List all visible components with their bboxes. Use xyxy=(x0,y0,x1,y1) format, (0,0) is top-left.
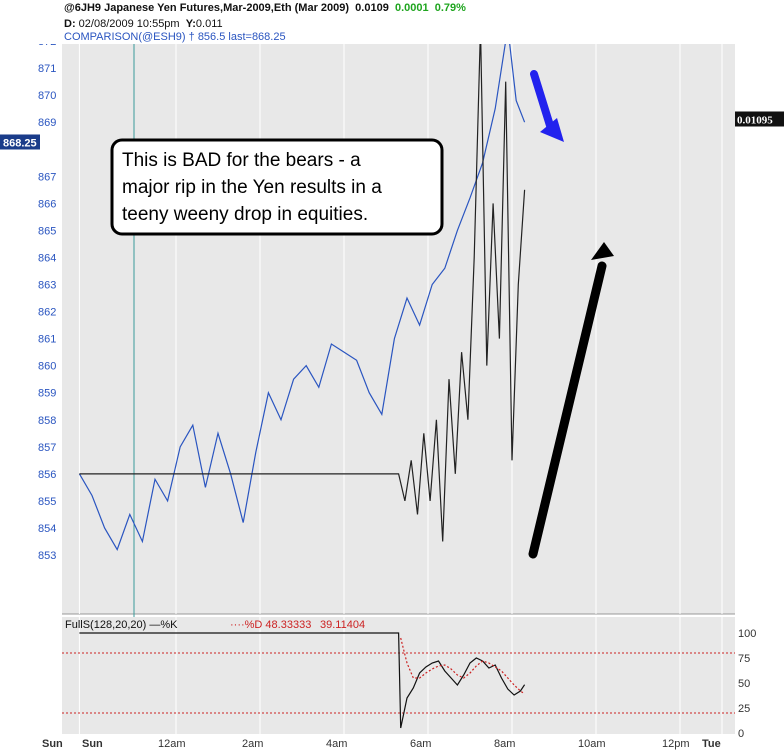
symbol-line: @6JH9 Japanese Yen Futures,Mar-2009,Eth … xyxy=(64,2,350,14)
date-line: 02/08/2009 10:55pm xyxy=(78,18,180,30)
y-tick-label: 872 xyxy=(38,44,56,48)
y-tick-label: 858 xyxy=(38,415,56,427)
x-tick-label: 12am xyxy=(158,738,186,750)
x-tick-label: 8am xyxy=(494,738,515,750)
right-price-tag-text: 0.01095 xyxy=(737,114,773,126)
left-price-tag xyxy=(0,134,40,150)
x-tick-label: Tue xyxy=(702,738,721,750)
callout-text-line: This is BAD for the bears - a xyxy=(122,150,361,171)
price-change: 0.0001 xyxy=(394,2,429,14)
blue-arrow-head xyxy=(540,118,564,142)
callout-text-line: teeny weeny drop in equities. xyxy=(122,204,368,225)
date-readout: D: 02/08/2009 10:55pm Y:0.011 xyxy=(64,18,223,30)
y-tick-label: 862 xyxy=(38,307,56,319)
chart-marks: 853 854 855 856 857 858 859 860 861 862 863 864 865 8… xyxy=(0,44,784,750)
blue-down-arrow xyxy=(530,70,556,136)
y-tick-label: 869 xyxy=(38,117,56,129)
x-tick-label: Sun xyxy=(42,738,63,750)
black-arrow-head xyxy=(591,242,614,260)
y-tick-label: 859 xyxy=(38,388,56,400)
y-tick-label: 865 xyxy=(38,225,56,237)
y-tick-label: 863 xyxy=(38,280,56,292)
sub-title: FullS(128,20,20) —%K xyxy=(65,619,178,631)
y-tick-label: 855 xyxy=(38,496,56,508)
chart-area[interactable]: 853 854 855 856 857 858 859 860 861 862 863 864 865 8… xyxy=(0,44,784,751)
sub-y-tick-label: 100 xyxy=(738,628,756,640)
sub-legend-d-value: 39.11404 xyxy=(320,619,365,631)
y-tick-label: 853 xyxy=(38,550,56,562)
y-tick-label: 854 xyxy=(38,523,56,535)
symbol-title: @6JH9 Japanese Yen Futures,Mar-2009,Eth … xyxy=(64,2,466,14)
x-tick-label: Sun xyxy=(82,738,103,750)
comparison-line: COMPARISON(@ESH9) † 856.5 last=868.25 xyxy=(64,31,286,43)
y-tick-label: 861 xyxy=(38,334,56,346)
y-tick-label: 857 xyxy=(38,442,56,454)
y-tick-label: 870 xyxy=(38,90,56,102)
last-price: 0.0109 xyxy=(355,2,389,14)
percent-d-line xyxy=(400,637,525,695)
date-prefix: D: xyxy=(64,18,76,30)
callout-text-line: major rip in the Yen results in a xyxy=(122,177,382,198)
price-change-pct: 0.79% xyxy=(434,2,466,14)
percent-k-line xyxy=(79,632,526,729)
sub-y-tick-label: 75 xyxy=(738,653,750,665)
y-tick-label: 867 xyxy=(38,171,56,183)
y-tick-label: 864 xyxy=(38,252,56,264)
black-up-arrow xyxy=(528,261,607,559)
y-tick-label: 860 xyxy=(38,361,56,373)
y-tick-label: 866 xyxy=(38,198,56,210)
y-value: 0.011 xyxy=(195,18,223,30)
main-plot-bg xyxy=(62,44,735,614)
right-price-tag xyxy=(735,111,784,127)
callout-box xyxy=(110,138,444,236)
x-tick-label: 2am xyxy=(242,738,263,750)
sub-legend-d: ····%D 48.33333 xyxy=(230,619,311,631)
sub-y-tick-label: 50 xyxy=(738,678,750,690)
esh9-series-line xyxy=(79,44,526,542)
x-tick-label: 4am xyxy=(326,738,347,750)
sub-y-tick-label: 25 xyxy=(738,703,750,715)
y-tick-label: 871 xyxy=(38,63,56,75)
x-tick-label: 10am xyxy=(578,738,606,750)
x-tick-label: 12pm xyxy=(662,738,690,750)
sub-y-tick-label: 0 xyxy=(738,728,744,740)
y-label: Y: xyxy=(185,18,196,30)
chart-header: @6JH9 Japanese Yen Futures,Mar-2009,Eth … xyxy=(0,0,784,44)
yen-series-line xyxy=(78,44,526,552)
y-tick-label: 856 xyxy=(38,469,56,481)
x-tick-label: 6am xyxy=(410,738,431,750)
left-price-tag-text: 868.25 xyxy=(3,137,37,149)
